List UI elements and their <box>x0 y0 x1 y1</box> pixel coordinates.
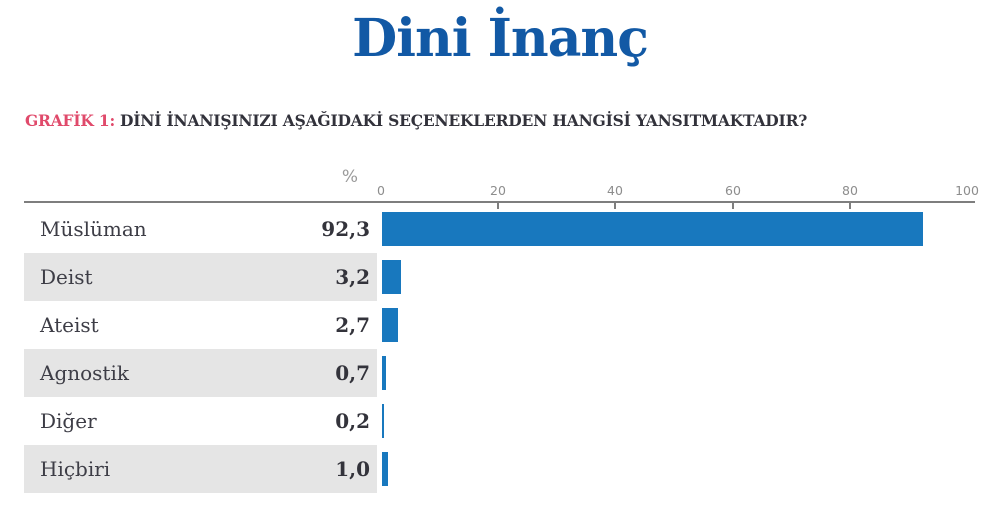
chart-row: Deist 3,2 <box>0 253 1000 301</box>
chart-row: Diğer 0,2 <box>0 397 1000 445</box>
x-tick-label: 40 <box>607 183 623 198</box>
value-label: 1,0 <box>335 457 370 481</box>
value-label: 0,7 <box>335 361 370 385</box>
bar <box>382 356 386 390</box>
row-band: Hiçbiri 1,0 <box>24 445 377 493</box>
category-label: Hiçbiri <box>40 457 111 481</box>
row-band: Müslüman 92,3 <box>24 205 377 253</box>
chart-row: Agnostik 0,7 <box>0 349 1000 397</box>
chart-row: Ateist 2,7 <box>0 301 1000 349</box>
chart-row: Müslüman 92,3 <box>0 205 1000 253</box>
value-label: 0,2 <box>335 409 370 433</box>
chart-caption: GRAFİK 1: DİNİ İNANIŞINIZI AŞAĞIDAKİ SEÇE… <box>25 111 807 130</box>
x-tick-mark <box>732 201 734 209</box>
category-label: Deist <box>40 265 93 289</box>
x-tick-label: 80 <box>842 183 858 198</box>
category-label: Ateist <box>40 313 99 337</box>
value-label: 92,3 <box>321 217 370 241</box>
page-title: Dini İnanç <box>352 8 649 69</box>
caption-question: DİNİ İNANIŞINIZI AŞAĞIDAKİ SEÇENEKLERDEN… <box>119 111 808 130</box>
category-label: Müslüman <box>40 217 147 241</box>
category-label: Diğer <box>40 409 97 433</box>
x-tick-label: 0 <box>377 183 385 198</box>
bar <box>382 260 401 294</box>
value-label: 3,2 <box>335 265 370 289</box>
x-axis-line <box>24 201 975 203</box>
percent-axis-label: % <box>341 167 358 187</box>
row-band: Agnostik 0,7 <box>24 349 377 397</box>
bar <box>382 404 384 438</box>
row-band: Diğer 0,2 <box>24 397 377 445</box>
chart-row: Hiçbiri 1,0 <box>0 445 1000 493</box>
x-tick-label: 100 <box>955 183 979 198</box>
x-tick-label: 20 <box>490 183 506 198</box>
caption-number: GRAFİK 1: <box>25 111 115 130</box>
row-band: Ateist 2,7 <box>24 301 377 349</box>
x-tick-mark <box>849 201 851 209</box>
bar <box>382 452 388 486</box>
category-label: Agnostik <box>40 361 129 385</box>
bar <box>382 308 398 342</box>
x-tick-mark <box>614 201 616 209</box>
value-label: 2,7 <box>335 313 370 337</box>
x-tick-label: 60 <box>725 183 741 198</box>
bar <box>382 212 923 246</box>
row-band: Deist 3,2 <box>24 253 377 301</box>
x-tick-mark <box>497 201 499 209</box>
